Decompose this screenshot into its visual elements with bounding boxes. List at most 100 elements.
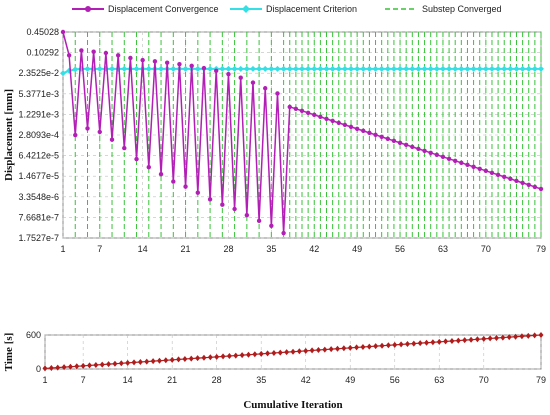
convergence-point bbox=[152, 59, 158, 64]
criterion-point bbox=[225, 65, 232, 72]
convergence-point bbox=[109, 137, 115, 142]
convergence-point bbox=[269, 223, 274, 229]
criterion-point bbox=[292, 65, 299, 72]
criterion-point bbox=[397, 65, 404, 72]
time-point bbox=[214, 353, 220, 360]
y-tick-label: 5.3771e-3 bbox=[18, 89, 59, 99]
convergence-point bbox=[177, 61, 182, 67]
convergence-point bbox=[367, 130, 372, 136]
criterion-point bbox=[525, 65, 532, 72]
y-tick-label-bottom: 0 bbox=[36, 364, 41, 374]
y-tick-label: 1.2291e-3 bbox=[18, 109, 59, 119]
convergence-point bbox=[483, 168, 489, 174]
y-tick-label: 7.6681e-7 bbox=[18, 212, 59, 222]
criterion-point bbox=[538, 65, 544, 72]
convergence-point bbox=[459, 160, 464, 166]
time-point bbox=[131, 359, 137, 366]
criterion-point bbox=[121, 65, 128, 72]
legend-label-criterion: Displacement Criterion bbox=[266, 4, 357, 14]
criterion-point bbox=[60, 70, 66, 77]
legend: Displacement Convergence Displacement Cr… bbox=[72, 4, 502, 14]
x-tick-label: 7 bbox=[97, 244, 102, 254]
convergence-point bbox=[238, 75, 243, 80]
x-tick-label: 49 bbox=[352, 244, 362, 254]
time-point bbox=[163, 357, 169, 364]
convergence-point bbox=[256, 218, 262, 224]
criterion-point bbox=[305, 65, 312, 72]
convergence-point bbox=[526, 182, 531, 188]
convergence-point bbox=[502, 174, 507, 180]
convergence-point bbox=[122, 145, 127, 151]
time-point bbox=[309, 347, 315, 354]
time-point bbox=[354, 344, 360, 351]
convergence-point bbox=[79, 48, 84, 53]
criterion-point bbox=[507, 65, 514, 72]
time-point bbox=[474, 336, 480, 343]
time-point bbox=[220, 353, 226, 360]
convergence-point bbox=[189, 63, 194, 68]
convergence-point bbox=[171, 179, 176, 184]
convergence-point bbox=[354, 126, 360, 132]
criterion-point bbox=[384, 65, 391, 72]
convergence-point bbox=[446, 156, 452, 162]
x-tick-label-bottom: 63 bbox=[434, 375, 444, 385]
legend-item-substep: Substep Converged bbox=[385, 4, 502, 14]
convergence-point bbox=[158, 171, 164, 177]
time-point bbox=[106, 361, 112, 368]
convergence-point bbox=[140, 57, 145, 63]
criterion-point bbox=[372, 65, 379, 72]
x-tick-label: 79 bbox=[536, 244, 546, 254]
convergence-point bbox=[164, 60, 170, 65]
y-tick-label: 0.10292 bbox=[26, 48, 59, 58]
convergence-point bbox=[85, 126, 90, 131]
convergence-point bbox=[348, 124, 354, 130]
time-point bbox=[532, 332, 538, 339]
time-point bbox=[487, 335, 493, 342]
convergence-point bbox=[342, 122, 348, 128]
y-tick-label-bottom: 600 bbox=[26, 330, 41, 340]
criterion-point bbox=[458, 65, 465, 72]
convergence-point bbox=[299, 108, 305, 114]
convergence-point bbox=[287, 104, 292, 110]
time-point bbox=[42, 365, 48, 372]
x-tick-label-bottom: 42 bbox=[301, 375, 311, 385]
convergence-point bbox=[232, 206, 237, 212]
convergence-point bbox=[281, 230, 286, 236]
time-point bbox=[290, 348, 296, 355]
time-point bbox=[93, 362, 99, 369]
convergence-point bbox=[532, 184, 538, 190]
time-point bbox=[360, 344, 366, 351]
criterion-point bbox=[323, 65, 330, 72]
x-tick-label: 63 bbox=[438, 244, 448, 254]
y-tick-labels-bottom: 0 600 bbox=[26, 330, 41, 374]
time-point bbox=[176, 356, 182, 363]
time-point bbox=[182, 356, 188, 363]
criterion-series bbox=[60, 65, 544, 77]
x-tick-label-bottom: 70 bbox=[479, 375, 489, 385]
criterion-point bbox=[378, 65, 385, 72]
criterion-point bbox=[145, 65, 152, 72]
criterion-point bbox=[403, 65, 410, 72]
criterion-point bbox=[439, 65, 446, 72]
time-point bbox=[322, 346, 328, 353]
time-point bbox=[493, 335, 499, 342]
criterion-point bbox=[335, 65, 342, 72]
convergence-point bbox=[514, 178, 519, 184]
time-point bbox=[118, 360, 124, 367]
criterion-point bbox=[531, 65, 538, 72]
displacement-plot: 0.45028 0.10292 2.3525e-2 5.3771e-3 1.2291e-… bbox=[3, 27, 546, 254]
convergence-point bbox=[416, 146, 421, 152]
time-point bbox=[303, 347, 309, 354]
x-tick-label-bottom: 56 bbox=[390, 375, 400, 385]
convergence-point bbox=[244, 212, 250, 218]
convergence-point bbox=[226, 71, 231, 77]
legend-label-substep: Substep Converged bbox=[422, 4, 502, 14]
criterion-point bbox=[366, 65, 373, 72]
time-point bbox=[156, 357, 162, 364]
time-point bbox=[265, 350, 271, 357]
time-point bbox=[335, 345, 341, 352]
convergence-point bbox=[477, 166, 482, 172]
grid-bottom bbox=[44, 334, 542, 370]
x-tick-label: 35 bbox=[266, 244, 276, 254]
convergence-point bbox=[66, 53, 72, 58]
